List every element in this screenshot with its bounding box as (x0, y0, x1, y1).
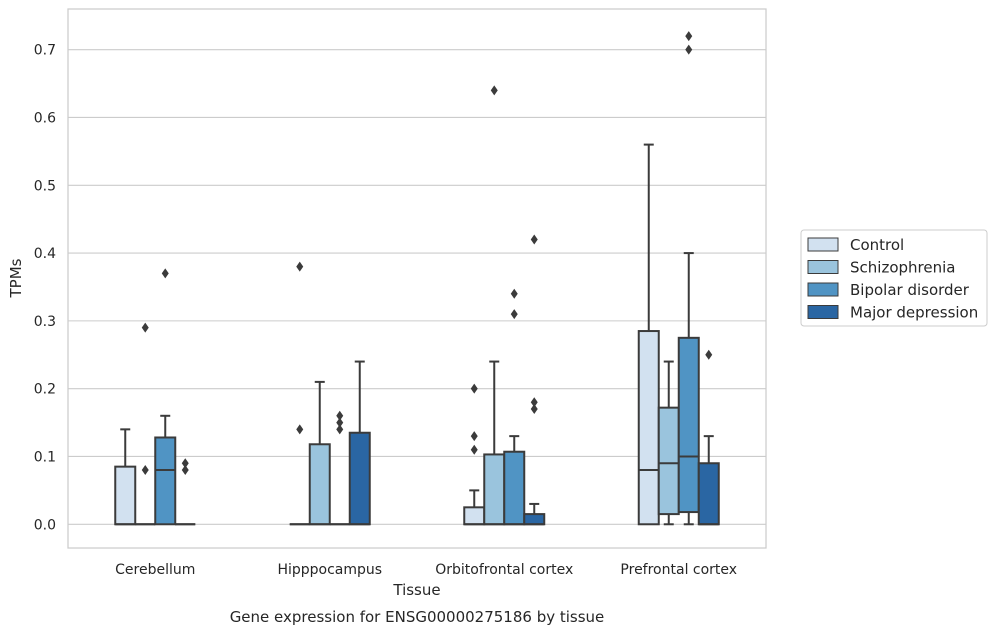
box-plot (308, 380, 331, 526)
outlier-point (141, 465, 149, 476)
outlier-point (685, 44, 693, 55)
x-tick-label: Hipppocampus (277, 562, 382, 578)
outlier-point (181, 458, 189, 469)
outlier-point (530, 234, 538, 245)
x-tick-label: Cerebellum (115, 562, 195, 578)
boxes-layer (114, 31, 720, 526)
box (523, 513, 546, 526)
y-tick-label: 0.1 (34, 449, 56, 465)
legend-swatch (807, 237, 839, 252)
x-axis-ticks: Cerebellum Hipppocampus Orbitofrontal cort… (115, 562, 737, 578)
box-plot (657, 360, 680, 526)
outlier-point (296, 261, 304, 272)
y-tick-label: 0.2 (34, 382, 56, 398)
box-plot (677, 31, 700, 526)
outlier-point (336, 410, 344, 421)
box (697, 462, 720, 526)
box (463, 506, 486, 526)
outlier-point (530, 397, 538, 408)
legend-swatch (807, 282, 839, 297)
box (114, 465, 137, 526)
box-plot (329, 410, 350, 526)
chart-caption: Gene expression for ENSG00000275186 by t… (230, 608, 605, 626)
y-tick-label: 0.0 (34, 517, 56, 533)
legend-label: Control (850, 236, 904, 254)
box (503, 450, 526, 526)
outlier-point (161, 268, 169, 279)
outlier-point (530, 404, 538, 415)
outlier-point (510, 288, 518, 299)
legend-label: Major depression (850, 304, 978, 322)
x-tick-label: Orbitofrontal cortex (435, 562, 573, 578)
outlier-point (470, 431, 478, 442)
box-plot (154, 268, 177, 526)
y-tick-label: 0.7 (34, 43, 56, 59)
box-plot (503, 288, 526, 526)
legend-label: Schizophrenia (850, 259, 955, 277)
plot-frame (67, 8, 767, 549)
box-plot (135, 322, 156, 526)
box-plot (523, 234, 546, 526)
legend-label: Bipolar disorder (850, 281, 970, 299)
box-plot (289, 261, 310, 526)
outlier-point (141, 322, 149, 333)
y-tick-label: 0.5 (34, 178, 56, 194)
box-plot (175, 458, 196, 526)
box (657, 406, 680, 516)
outlier-point (336, 417, 344, 428)
outlier-point (296, 424, 304, 435)
y-tick-label: 0.3 (34, 314, 56, 330)
legend-swatch (807, 305, 839, 319)
legend-swatch (807, 260, 839, 274)
box (677, 336, 700, 514)
box-plot (697, 349, 720, 526)
y-tick-label: 0.6 (34, 110, 56, 126)
box (308, 443, 331, 526)
box (483, 453, 506, 526)
outlier-point (181, 465, 189, 476)
outlier-point (470, 383, 478, 394)
legend-frame (800, 229, 988, 327)
outlier-point (510, 309, 518, 320)
box-plot (114, 428, 137, 526)
box-plot (463, 383, 486, 526)
outlier-point (705, 349, 713, 360)
outlier-point (470, 444, 478, 455)
x-axis-title: Tissue (392, 581, 440, 599)
box-plot (637, 143, 660, 526)
box-plot (483, 85, 506, 526)
legend: Control Schizophrenia Bipolar disorder Majo… (800, 229, 988, 327)
grid-lines (68, 49, 766, 525)
x-tick-label: Prefrontal cortex (620, 562, 737, 578)
outlier-point (685, 31, 693, 42)
box-plot (348, 360, 371, 526)
outlier-point (336, 424, 344, 435)
box (154, 436, 177, 526)
outlier-point (490, 85, 498, 96)
y-axis-title: TPMs (7, 258, 25, 298)
box (348, 431, 371, 526)
y-tick-label: 0.4 (34, 246, 56, 262)
y-axis-ticks: 0.0 0.1 0.2 0.3 0.4 0.5 0.6 0.7 (34, 43, 56, 534)
box (637, 330, 660, 526)
